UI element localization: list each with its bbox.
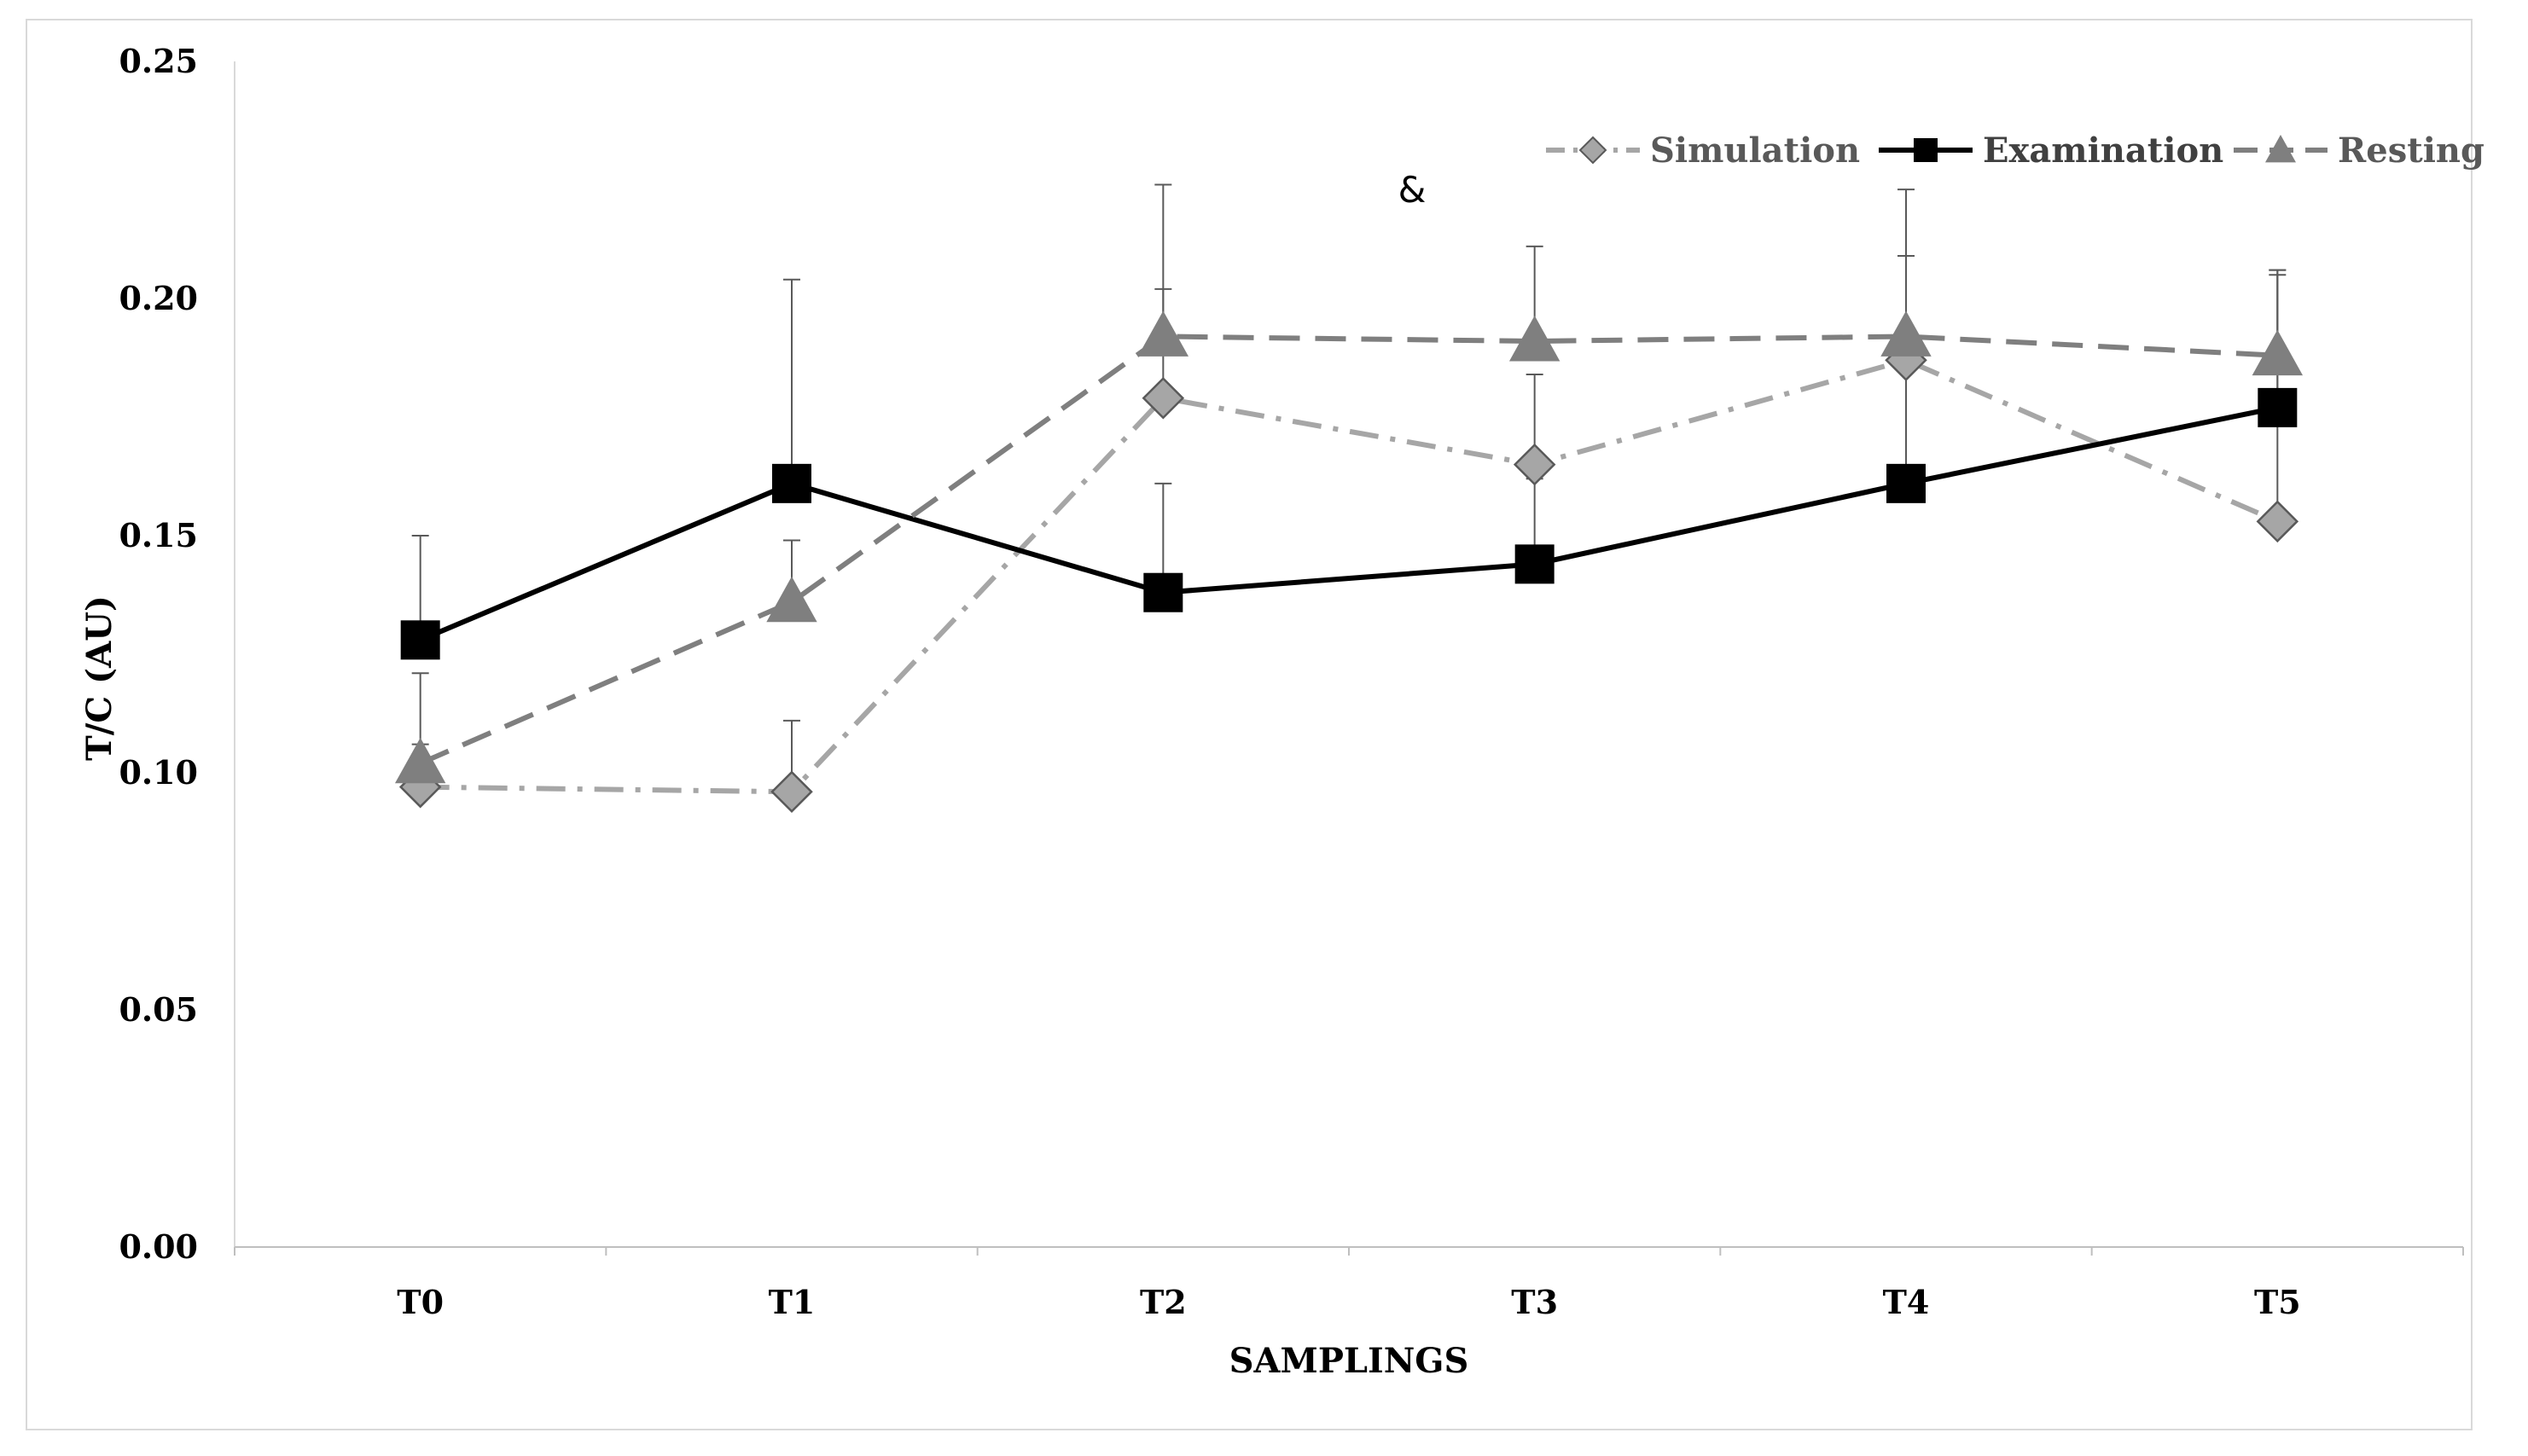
data-points (394, 310, 2304, 814)
chart-frame (26, 19, 2473, 1430)
resting-point-t4 (1880, 310, 1932, 357)
examination-point-t4 (1886, 463, 1926, 503)
series-lines (419, 334, 2279, 795)
y-tick-label: 0.10 (119, 753, 198, 792)
x-tick-label: T3 (1511, 1283, 1558, 1321)
x-axis-title: SAMPLINGS (1229, 1341, 1469, 1381)
examination-legend-label: Examination (1983, 131, 2223, 171)
significance-annotation: & (1398, 169, 1427, 211)
examination-point-t3 (1514, 544, 1555, 584)
simulation-point-t5 (2256, 500, 2299, 543)
y-tick-label: 0.00 (119, 1227, 198, 1266)
examination-point-t2 (1143, 572, 1183, 612)
examination-point-t1 (772, 463, 811, 503)
resting-legend-label: Resting (2338, 131, 2484, 171)
simulation-point-t1 (770, 770, 813, 814)
resting-series-line (419, 334, 2278, 766)
resting-point-t3 (1508, 315, 1560, 362)
resting-point-t2 (1137, 310, 1189, 357)
simulation-point-t2 (1142, 376, 1185, 420)
y-tick-label: 0.05 (119, 990, 198, 1029)
x-tick-label: T2 (1140, 1283, 1187, 1321)
error-bars (411, 183, 2287, 792)
x-tick-label: T4 (1883, 1283, 1930, 1321)
x-tick-label: T0 (397, 1283, 444, 1321)
simulation-legend-marker (1578, 136, 1607, 165)
resting-point-t1 (766, 576, 817, 623)
examination-point-t0 (400, 620, 440, 660)
resting-point-t5 (2252, 329, 2304, 376)
simulation-legend-label: Simulation (1650, 131, 1860, 171)
y-axis-title: T/C (AU) (79, 595, 119, 761)
y-tick-label: 0.20 (119, 279, 198, 317)
examination-legend-marker (1914, 138, 1938, 162)
y-tick-label: 0.25 (119, 42, 198, 80)
examination-series-line (419, 404, 2278, 643)
resting-legend-marker (2265, 135, 2296, 163)
legend: Simulation Examination Resting (1546, 131, 2484, 171)
simulation-point-t3 (1513, 443, 1556, 486)
examination-point-t5 (2258, 387, 2298, 427)
simulation-series-line (420, 357, 2279, 795)
x-tick-label: T1 (769, 1283, 816, 1321)
x-tick-label: T5 (2254, 1283, 2301, 1321)
resting-point-t0 (394, 737, 446, 784)
y-tick-label: 0.15 (119, 516, 198, 554)
axes: 0.00 0.05 0.10 0.15 0.20 0.25 T0 T1 T2 T3 T4 T5 (119, 42, 2464, 1321)
